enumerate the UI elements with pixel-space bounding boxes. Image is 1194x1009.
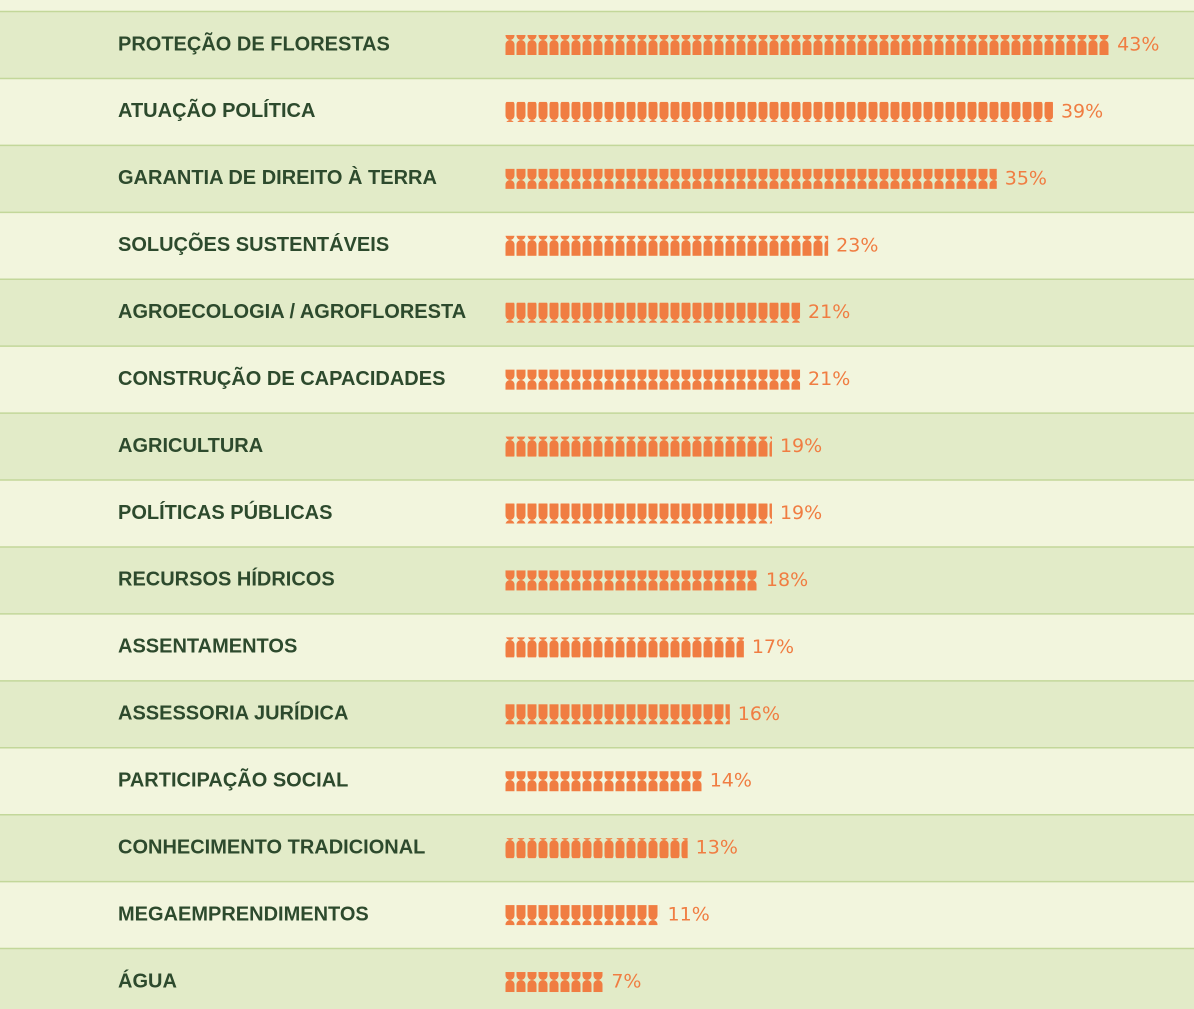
category-label: ATUAÇÃO POLÍTICA xyxy=(118,99,315,122)
value-label: 19% xyxy=(780,502,822,524)
bar xyxy=(505,235,829,256)
category-label: AGRICULTURA xyxy=(118,435,263,457)
category-label: ASSESSORIA JURÍDICA xyxy=(118,702,348,725)
category-label: AGROECOLOGIA / AGROFLORESTA xyxy=(118,301,466,323)
bar xyxy=(505,168,997,189)
bar xyxy=(505,972,604,993)
category-label: SOLUÇÕES SUSTENTÁVEIS xyxy=(118,232,389,256)
category-label: ASSENTAMENTOS xyxy=(118,636,297,658)
value-label: 13% xyxy=(696,837,738,859)
bar xyxy=(505,570,758,591)
value-label: 19% xyxy=(780,435,822,457)
bar xyxy=(505,302,801,323)
value-label: 39% xyxy=(1061,100,1103,122)
category-label: PARTICIPAÇÃO SOCIAL xyxy=(118,769,348,792)
category-label: CONSTRUÇÃO DE CAPACIDADES xyxy=(118,367,445,390)
category-label: MEGAEMPRENDIMENTOS xyxy=(118,903,369,925)
category-label: GARANTIA DE DIREITO À TERRA xyxy=(118,166,437,189)
value-label: 18% xyxy=(766,569,808,591)
bar xyxy=(505,704,730,725)
value-label: 14% xyxy=(710,770,752,792)
bar xyxy=(505,905,660,926)
category-label: CONHECIMENTO TRADICIONAL xyxy=(118,836,425,858)
bar xyxy=(505,503,772,524)
value-label: 17% xyxy=(752,636,794,658)
bar xyxy=(505,436,772,457)
value-label: 7% xyxy=(611,971,641,993)
bar xyxy=(505,369,801,390)
value-label: 43% xyxy=(1117,34,1159,56)
bar xyxy=(505,637,744,658)
bar xyxy=(505,838,688,859)
category-label: POLÍTICAS PÚBLICAS xyxy=(118,500,332,524)
value-label: 11% xyxy=(668,904,710,926)
category-label: ÁGUA xyxy=(118,969,177,992)
value-label: 16% xyxy=(738,703,780,725)
value-label: 35% xyxy=(1005,167,1047,189)
value-label: 21% xyxy=(808,301,850,323)
category-label: PROTEÇÃO DE FLORESTAS xyxy=(118,32,390,55)
bar xyxy=(505,771,702,792)
value-label: 21% xyxy=(808,368,850,390)
value-label: 23% xyxy=(836,234,878,256)
bar xyxy=(505,35,1110,55)
bar xyxy=(505,101,1053,122)
category-label: RECURSOS HÍDRICOS xyxy=(118,568,335,591)
